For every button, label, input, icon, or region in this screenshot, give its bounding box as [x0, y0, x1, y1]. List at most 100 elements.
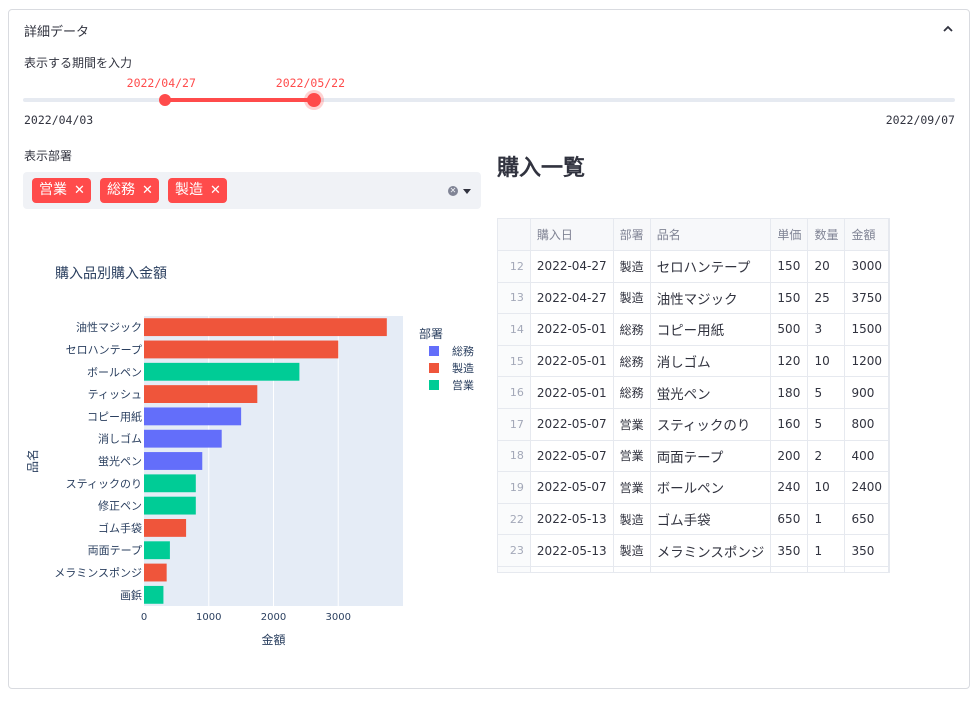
table-cell[interactable]: 350 [770, 534, 809, 567]
table-cell[interactable]: 3750 [844, 282, 889, 315]
table-cell[interactable]: 営業 [613, 408, 651, 441]
table-cell[interactable]: 営業 [613, 471, 651, 504]
table-cell[interactable]: 油性マジック [650, 282, 772, 315]
table-cell[interactable]: 1500 [844, 313, 889, 346]
table-cell[interactable]: 両面テープ [650, 440, 772, 473]
close-icon[interactable]: ✕ [210, 183, 221, 198]
table-cell[interactable]: 総務 [613, 345, 651, 378]
table-row[interactable]: 13 2022-04-27 製造 油性マジック 150 25 3750 [498, 282, 889, 315]
table-cell[interactable]: 2022-05-13 [530, 503, 614, 536]
table-cell[interactable]: 製造 [613, 250, 651, 283]
table-cell[interactable]: 2022-05-07 [530, 440, 614, 473]
row-index[interactable]: 15 [498, 345, 531, 378]
table-cell[interactable]: 10 [807, 471, 846, 504]
row-index[interactable]: 22 [498, 503, 531, 536]
table-cell[interactable]: 2022-05-01 [530, 345, 614, 378]
table-cell[interactable]: 5 [807, 376, 846, 409]
row-index[interactable]: 23 [498, 534, 531, 567]
table-cell[interactable]: 25 [807, 282, 846, 315]
row-index[interactable]: 17 [498, 408, 531, 441]
table-row[interactable]: 16 2022-05-01 総務 蛍光ペン 180 5 900 [498, 376, 889, 409]
table-cell[interactable]: 10 [807, 345, 846, 378]
amount-header[interactable]: 金額 [844, 219, 889, 251]
expander-title[interactable]: 詳細データ [24, 25, 90, 40]
clear-all-icon[interactable]: ✕ [448, 186, 458, 196]
table-cell[interactable]: 900 [844, 376, 889, 409]
caret-down-icon[interactable] [463, 189, 471, 194]
table-row[interactable]: 12 2022-04-27 製造 セロハンテープ 150 20 3000 [498, 250, 889, 283]
date-header[interactable]: 購入日 [530, 219, 614, 251]
purchase-table[interactable]: 購入日 部署 品名 単価 数量 金額 12 2022-04-27 製造 セロハンテープ 150 20… [497, 218, 890, 573]
price-header[interactable]: 単価 [770, 219, 809, 251]
table-row[interactable]: 17 2022-05-07 営業 スティックのり 160 5 800 [498, 408, 889, 441]
table-cell[interactable]: 650 [844, 503, 889, 536]
table-cell[interactable]: メラミンスポンジ [650, 534, 772, 567]
department-multiselect[interactable]: 営業 ✕ 総務 ✕ 製造 ✕ ✕ [23, 172, 481, 209]
table-cell[interactable]: 800 [844, 408, 889, 441]
table-cell[interactable]: 営業 [613, 440, 651, 473]
table-cell[interactable]: 2 [807, 440, 846, 473]
table-cell[interactable]: 2400 [844, 471, 889, 504]
table-cell[interactable]: 180 [770, 376, 809, 409]
table-cell[interactable]: 120 [770, 345, 809, 378]
table-row[interactable]: 18 2022-05-07 営業 両面テープ 200 2 400 [498, 440, 889, 473]
row-index[interactable]: 16 [498, 376, 531, 409]
table-cell[interactable]: 150 [770, 282, 809, 315]
table-row[interactable]: 15 2022-05-01 総務 消しゴム 120 10 1200 [498, 345, 889, 378]
table-cell[interactable]: 2022-05-01 [530, 376, 614, 409]
dept-header[interactable]: 部署 [613, 219, 651, 251]
table-cell[interactable]: 240 [770, 471, 809, 504]
table-row[interactable]: 19 2022-05-07 営業 ボールペン 240 10 2400 [498, 471, 889, 504]
table-cell[interactable]: 5 [807, 408, 846, 441]
table-cell[interactable]: 3000 [844, 250, 889, 283]
row-index[interactable]: 18 [498, 440, 531, 473]
table-cell[interactable]: 1 [807, 503, 846, 536]
row-index[interactable]: 12 [498, 250, 531, 283]
table-cell[interactable]: 2022-04-27 [530, 250, 614, 283]
table-cell[interactable]: 1200 [844, 345, 889, 378]
table-row[interactable]: 14 2022-05-01 総務 コピー用紙 500 3 1500 [498, 313, 889, 346]
table-cell[interactable]: 2022-05-07 [530, 408, 614, 441]
row-index[interactable]: 14 [498, 313, 531, 346]
close-icon[interactable]: ✕ [74, 183, 85, 198]
table-cell[interactable]: 製造 [613, 503, 651, 536]
table-cell[interactable]: 650 [770, 503, 809, 536]
table-cell[interactable]: ゴム手袋 [650, 503, 772, 536]
x-tick-label: 3000 [326, 612, 351, 623]
table-cell[interactable]: 400 [844, 440, 889, 473]
table-cell[interactable]: 1 [807, 534, 846, 567]
table-cell[interactable]: 3 [807, 313, 846, 346]
table-cell[interactable]: コピー用紙 [650, 313, 772, 346]
table-cell[interactable]: 150 [770, 250, 809, 283]
table-cell[interactable]: 2022-05-13 [530, 534, 614, 567]
table-cell[interactable]: 2022-05-07 [530, 471, 614, 504]
table-cell[interactable]: 2022-04-27 [530, 282, 614, 315]
table-cell[interactable]: 製造 [613, 534, 651, 567]
qty-header[interactable]: 数量 [807, 219, 846, 251]
table-cell[interactable]: 2022-05-01 [530, 313, 614, 346]
table-row[interactable]: 23 2022-05-13 製造 メラミンスポンジ 350 1 350 [498, 534, 889, 567]
chevron-up-icon[interactable] [941, 23, 955, 35]
table-cell[interactable]: 500 [770, 313, 809, 346]
table-cell[interactable]: 蛍光ペン [650, 376, 772, 409]
table-cell[interactable]: 総務 [613, 376, 651, 409]
item-header[interactable]: 品名 [650, 219, 772, 251]
slider-end-handle[interactable] [306, 93, 321, 107]
table-cell[interactable]: 20 [807, 250, 846, 283]
table-cell[interactable]: スティックのり [650, 408, 772, 441]
date-range-slider[interactable] [23, 93, 955, 107]
table-cell[interactable]: 350 [844, 534, 889, 567]
row-index[interactable]: 19 [498, 471, 531, 504]
table-cell[interactable]: 200 [770, 440, 809, 473]
table-cell[interactable]: 消しゴム [650, 345, 772, 378]
table-cell[interactable]: セロハンテープ [650, 250, 772, 283]
table-row[interactable]: 22 2022-05-13 製造 ゴム手袋 650 1 650 [498, 503, 889, 536]
close-icon[interactable]: ✕ [142, 183, 153, 198]
slider-start-handle[interactable] [158, 94, 171, 106]
index-header[interactable] [498, 219, 531, 251]
table-cell[interactable]: 160 [770, 408, 809, 441]
row-index[interactable]: 13 [498, 282, 531, 315]
table-cell[interactable]: ボールペン [650, 471, 772, 504]
table-cell[interactable]: 総務 [613, 313, 651, 346]
table-cell[interactable]: 製造 [613, 282, 651, 315]
